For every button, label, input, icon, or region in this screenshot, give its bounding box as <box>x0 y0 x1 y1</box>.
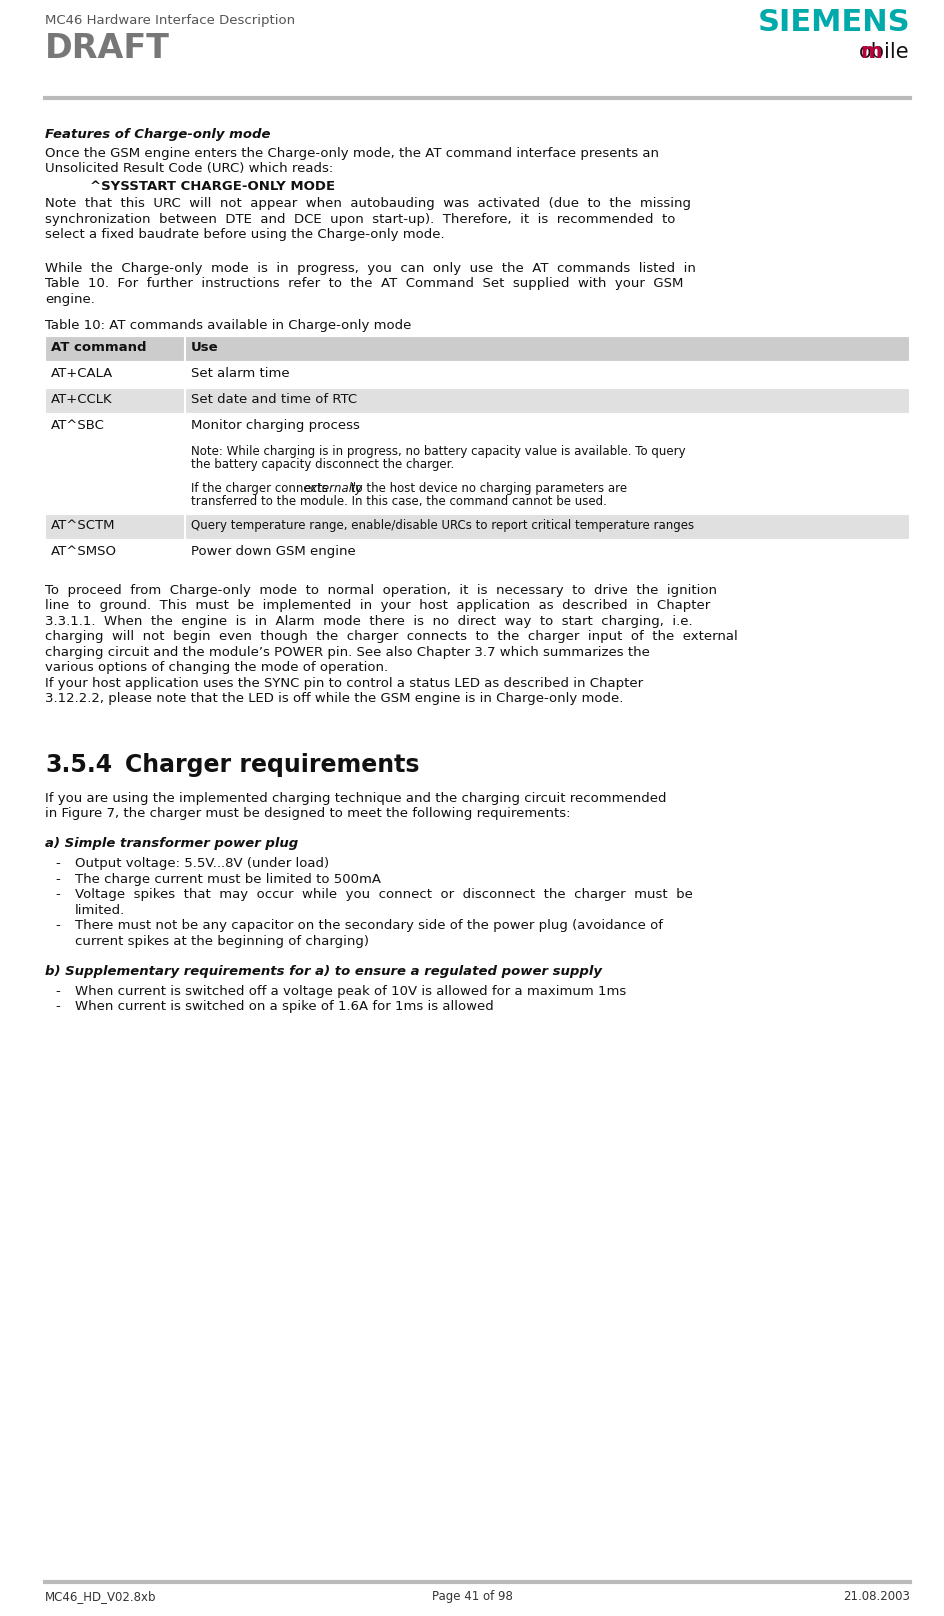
Text: Once the GSM engine enters the Charge-only mode, the AT command interface presen: Once the GSM engine enters the Charge-on… <box>45 147 658 160</box>
Text: 21.08.2003: 21.08.2003 <box>842 1590 909 1603</box>
Text: AT^SCTM: AT^SCTM <box>51 519 115 532</box>
Text: If your host application uses the SYNC pin to control a status LED as described : If your host application uses the SYNC p… <box>45 677 643 690</box>
Text: -: - <box>55 889 59 902</box>
Text: select a fixed baudrate before using the Charge-only mode.: select a fixed baudrate before using the… <box>45 228 445 241</box>
Text: Power down GSM engine: Power down GSM engine <box>191 545 355 558</box>
Text: current spikes at the beginning of charging): current spikes at the beginning of charg… <box>75 934 368 947</box>
Text: To  proceed  from  Charge-only  mode  to  normal  operation,  it  is  necessary : To proceed from Charge-only mode to norm… <box>45 583 716 596</box>
Text: Set alarm time: Set alarm time <box>191 367 289 380</box>
Text: obile: obile <box>858 42 909 61</box>
Text: engine.: engine. <box>45 292 94 305</box>
Text: Monitor charging process: Monitor charging process <box>191 419 360 431</box>
Bar <box>45 336 909 362</box>
Text: -: - <box>55 1000 59 1013</box>
Text: ^SYSSTART CHARGE-ONLY MODE: ^SYSSTART CHARGE-ONLY MODE <box>90 179 335 192</box>
Text: If you are using the implemented charging technique and the charging circuit rec: If you are using the implemented chargin… <box>45 792 666 805</box>
Text: DRAFT: DRAFT <box>45 32 170 65</box>
Text: the battery capacity disconnect the charger.: the battery capacity disconnect the char… <box>191 459 454 472</box>
Text: Note: While charging is in progress, no battery capacity value is available. To : Note: While charging is in progress, no … <box>191 444 685 457</box>
Text: Table 10: AT commands available in Charge-only mode: Table 10: AT commands available in Charg… <box>45 318 411 331</box>
Text: b) Supplementary requirements for a) to ensure a regulated power supply: b) Supplementary requirements for a) to … <box>45 965 601 978</box>
Text: charging  will  not  begin  even  though  the  charger  connects  to  the  charg: charging will not begin even though the … <box>45 630 737 643</box>
Text: Output voltage: 5.5V...8V (under load): Output voltage: 5.5V...8V (under load) <box>75 856 329 871</box>
Text: various options of changing the mode of operation.: various options of changing the mode of … <box>45 661 388 674</box>
Text: in Figure 7, the charger must be designed to meet the following requirements:: in Figure 7, the charger must be designe… <box>45 808 570 821</box>
Text: -: - <box>55 856 59 871</box>
Text: charging circuit and the module’s POWER pin. See also Chapter 3.7 which summariz: charging circuit and the module’s POWER … <box>45 646 649 659</box>
Text: transferred to the module. In this case, the command cannot be used.: transferred to the module. In this case,… <box>191 496 606 509</box>
Text: a) Simple transformer power plug: a) Simple transformer power plug <box>45 837 298 850</box>
Text: AT+CCLK: AT+CCLK <box>51 393 112 406</box>
Bar <box>45 440 909 477</box>
Text: Unsolicited Result Code (URC) which reads:: Unsolicited Result Code (URC) which read… <box>45 162 333 175</box>
Bar <box>45 362 909 388</box>
Text: 3.5.4: 3.5.4 <box>45 753 112 777</box>
Text: AT^SMSO: AT^SMSO <box>51 545 117 558</box>
Text: MC46_HD_V02.8xb: MC46_HD_V02.8xb <box>45 1590 157 1603</box>
Text: When current is switched off a voltage peak of 10V is allowed for a maximum 1ms: When current is switched off a voltage p… <box>75 984 626 997</box>
Text: -: - <box>55 873 59 886</box>
Bar <box>45 388 909 414</box>
Text: limited.: limited. <box>75 903 126 916</box>
Text: AT command: AT command <box>51 341 146 354</box>
Text: SIEMENS: SIEMENS <box>756 8 909 37</box>
Text: Note  that  this  URC  will  not  appear  when  autobauding  was  activated  (du: Note that this URC will not appear when … <box>45 197 690 210</box>
Text: Charger requirements: Charger requirements <box>125 753 419 777</box>
Text: AT+CALA: AT+CALA <box>51 367 113 380</box>
Text: Features of Charge-only mode: Features of Charge-only mode <box>45 128 270 141</box>
Text: 3.12.2.2, please note that the LED is off while the GSM engine is in Charge-only: 3.12.2.2, please note that the LED is of… <box>45 692 623 706</box>
Bar <box>45 514 909 540</box>
Text: line  to  ground.  This  must  be  implemented  in  your  host  application  as : line to ground. This must be implemented… <box>45 600 710 612</box>
Text: m: m <box>859 42 881 61</box>
Text: Voltage  spikes  that  may  occur  while  you  connect  or  disconnect  the  cha: Voltage spikes that may occur while you … <box>75 889 692 902</box>
Bar <box>45 414 909 440</box>
Text: Page 41 of 98: Page 41 of 98 <box>431 1590 513 1603</box>
Text: While  the  Charge-only  mode  is  in  progress,  you  can  only  use  the  AT  : While the Charge-only mode is in progres… <box>45 262 695 275</box>
Text: externally: externally <box>303 482 362 494</box>
Text: 3.3.1.1.  When  the  engine  is  in  Alarm  mode  there  is  no  direct  way  to: 3.3.1.1. When the engine is in Alarm mod… <box>45 616 692 629</box>
Text: to the host device no charging parameters are: to the host device no charging parameter… <box>346 482 626 494</box>
Text: When current is switched on a spike of 1.6A for 1ms is allowed: When current is switched on a spike of 1… <box>75 1000 493 1013</box>
Text: If the charger connects: If the charger connects <box>191 482 331 494</box>
Text: Query temperature range, enable/disable URCs to report critical temperature rang: Query temperature range, enable/disable … <box>191 519 694 532</box>
Text: Table  10.  For  further  instructions  refer  to  the  AT  Command  Set  suppli: Table 10. For further instructions refer… <box>45 276 683 291</box>
Text: synchronization  between  DTE  and  DCE  upon  start-up).  Therefore,  it  is  r: synchronization between DTE and DCE upon… <box>45 213 675 226</box>
Bar <box>45 540 909 566</box>
Text: Set date and time of RTC: Set date and time of RTC <box>191 393 357 406</box>
Bar <box>45 477 909 514</box>
Text: The charge current must be limited to 500mA: The charge current must be limited to 50… <box>75 873 380 886</box>
Text: AT^SBC: AT^SBC <box>51 419 105 431</box>
Text: -: - <box>55 984 59 997</box>
Text: Use: Use <box>191 341 218 354</box>
Text: -: - <box>55 920 59 932</box>
Text: MC46 Hardware Interface Description: MC46 Hardware Interface Description <box>45 15 295 27</box>
Text: There must not be any capacitor on the secondary side of the power plug (avoidan: There must not be any capacitor on the s… <box>75 920 663 932</box>
